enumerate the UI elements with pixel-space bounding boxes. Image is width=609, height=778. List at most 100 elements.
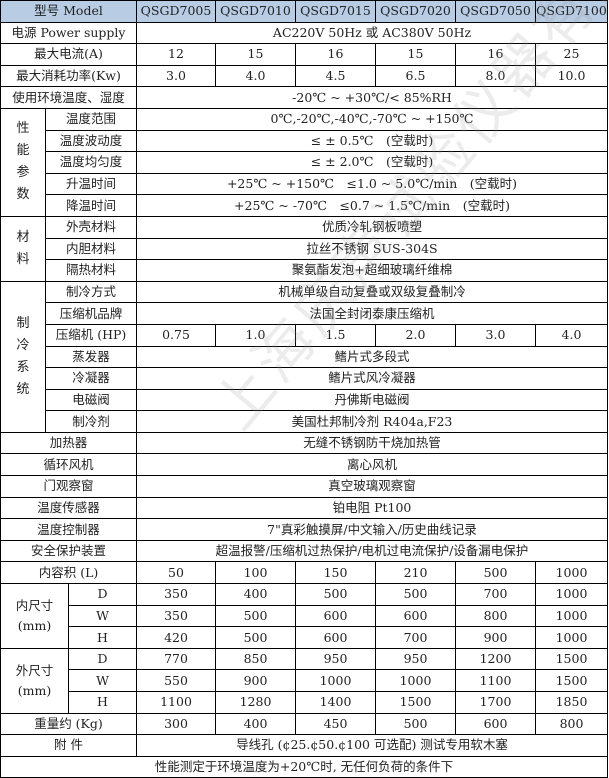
row-label: D [68, 583, 137, 606]
value-cell: 25 [535, 43, 608, 66]
row-label: 电源 Power supply [0, 21, 137, 45]
value-cell: 1000 [535, 604, 608, 628]
value-cell: 铂电阻 Pt100 [136, 496, 608, 520]
value-cell: 4.5 [295, 64, 376, 88]
table-row: 隔热材料 聚氨酯发泡+超细玻璃纤维棉 [1, 259, 608, 282]
value-cell: 350 [136, 604, 216, 628]
table-row: 门观察窗 真空玻璃观察窗 [0, 475, 608, 498]
row-label: 冷凝器 [45, 367, 137, 390]
table-row: 温度传感器 铂电阻 Pt100 [0, 496, 608, 520]
value-cell: 500 [215, 626, 296, 649]
value-cell: 聚氨酯发泡+超细玻璃纤维棉 [136, 259, 608, 282]
value-cell: 美国杜邦制冷剂 R404a,F23 [136, 410, 608, 433]
value-cell: 1500 [375, 691, 456, 714]
value-cell: 600 [375, 604, 456, 628]
row-label: 加热器 [0, 431, 137, 455]
table-row: 重量约 (Kg) 300 400 450 500 600 800 [0, 712, 608, 736]
row-label: 最大电流(A) [0, 43, 137, 66]
value-cell: 500 [375, 583, 456, 606]
value-cell: ≤ ± 2.0℃ (空载时) [136, 151, 608, 174]
value-cell: 1280 [215, 691, 296, 714]
row-label: 制冷剂 [45, 410, 137, 433]
value-cell: 1400 [295, 691, 376, 714]
table-row: 制冷剂 美国杜邦制冷剂 R404a,F23 [1, 410, 608, 433]
table-row: 最大消耗功率(Kw) 3.0 4.0 4.5 6.5 8.0 10.0 [0, 64, 608, 88]
value-cell: 420 [136, 626, 216, 649]
row-label: 升温时间 [45, 172, 137, 196]
row-label: D [68, 647, 137, 671]
table-row: 电源 Power supply AC220V 50Hz 或 AC380V 50Hz [0, 21, 608, 45]
value-cell: 850 [215, 647, 296, 671]
value-cell: 1700 [455, 691, 536, 714]
model-name: QSGD7050 [455, 0, 536, 23]
value-cell: +25℃ ~ +150℃ ≤1.0 ~ 5.0℃/min (空载时) [136, 172, 608, 196]
value-cell: 400 [215, 583, 296, 606]
row-label: 外壳材料 [45, 215, 137, 239]
value-cell: 600 [295, 604, 376, 628]
model-name: QSGD7015 [295, 0, 376, 23]
table-row: 附 件导线孔 (¢25.¢50.¢100 可选配) 测试专用软木塞 [0, 734, 608, 757]
table-row: 性能测定于环境温度为+20℃时, 无任何负荷的条件下 [0, 755, 608, 778]
value-cell: 1000 [295, 669, 376, 692]
row-label: 温度范围 [45, 107, 137, 131]
value-cell: 1000 [535, 626, 608, 649]
table-row: 冷凝器 鳍片式风冷凝器 [1, 367, 608, 390]
table-row: 使用环境温度、湿度 -20℃ ~ +30℃/< 85%RH [0, 86, 608, 109]
row-label: 门观察窗 [0, 475, 137, 498]
row-label: 安全保护装置 [0, 539, 137, 563]
row-label: W [68, 604, 137, 628]
value-cell: 400 [215, 712, 296, 736]
value-cell: 500 [455, 561, 536, 585]
table-row: H 1100 1280 1400 1500 1700 1850 [1, 691, 608, 714]
row-label: 温度传感器 [0, 496, 137, 520]
value-cell: 210 [375, 561, 456, 585]
row-label: 循环风机 [0, 453, 137, 477]
table-row: 蒸发器 鳍片式多段式 [1, 345, 608, 369]
value-cell: 550 [136, 669, 216, 692]
value-cell: 0.75 [136, 323, 216, 347]
group-label-cell: 性能参数 [0, 107, 46, 217]
table-row: 电磁阀 丹佛斯电磁阀 [1, 388, 608, 412]
table-row: 内容积 (L) 50 100 150 210 500 1000 [0, 561, 608, 585]
value-cell: 1.5 [295, 323, 376, 347]
table-row: 制冷系统 制冷方式 机械单级自动复叠或双级复叠制冷 [0, 280, 608, 433]
value-cell: 鳍片式多段式 [136, 345, 608, 369]
value-cell: AC220V 50Hz 或 AC380V 50Hz [136, 21, 608, 45]
model-name: QSGD7020 [375, 0, 456, 23]
value-cell: 4.0 [215, 64, 296, 88]
value-cell: 600 [295, 626, 376, 649]
value-cell: 1000 [375, 669, 456, 692]
value-cell: 16 [295, 43, 376, 66]
table-row: 降温时间 +25℃ ~ -70℃ ≤0.7 ~ 1.5℃/min (空载时) [1, 194, 608, 217]
table-row: 型号 Model QSGD7005 QSGD7010 QSGD7015 QSGD7020… [0, 0, 608, 23]
value-cell: 1000 [535, 583, 608, 606]
row-label: 电磁阀 [45, 388, 137, 412]
row-label: 附 件 [0, 734, 137, 757]
group-label: 内尺寸 (mm) [0, 583, 69, 649]
value-cell: 4.0 [535, 323, 608, 347]
row-label: 内容积 (L) [0, 561, 137, 585]
table-row: 压缩机品牌 法国全封闭泰康压缩机 [1, 302, 608, 325]
value-cell: 1000 [535, 561, 608, 585]
value-cell: 3.0 [136, 64, 216, 88]
value-cell: 超温报警/压缩机过热保护/电机过电流保护/设备漏电保护 [136, 539, 608, 563]
value-cell: 导线孔 (¢25.¢50.¢100 可选配) 测试专用软木塞 [136, 734, 608, 757]
value-cell: 15 [215, 43, 296, 66]
value-cell: 800 [455, 604, 536, 628]
value-cell: 7"真彩触摸屏/中文输入/历史曲线记录 [136, 518, 608, 541]
model-name: QSGD7005 [136, 0, 216, 23]
table-row: 加热器 无缝不锈钢防干烧加热管 [0, 431, 608, 455]
model-header: 型号 Model [0, 0, 137, 23]
value-cell: 12 [136, 43, 216, 66]
value-cell: 700 [455, 583, 536, 606]
row-label: 温度波动度 [45, 129, 137, 153]
row-label: 隔热材料 [45, 259, 137, 282]
value-cell: 2.0 [375, 323, 456, 347]
footnote: 性能测定于环境温度为+20℃时, 无任何负荷的条件下 [0, 755, 608, 778]
row-label: 温度控制器 [0, 518, 137, 541]
table-row: 升温时间 +25℃ ~ +150℃ ≤1.0 ~ 5.0℃/min (空载时) [1, 172, 608, 196]
value-cell: 丹佛斯电磁阀 [136, 388, 608, 412]
table-row: 内胆材料 拉丝不锈钢 SUS-304S [1, 237, 608, 261]
table-row: 温度波动度 ≤ ± 0.5℃ (空载时) [1, 129, 608, 153]
row-label: 使用环境温度、湿度 [0, 86, 137, 109]
